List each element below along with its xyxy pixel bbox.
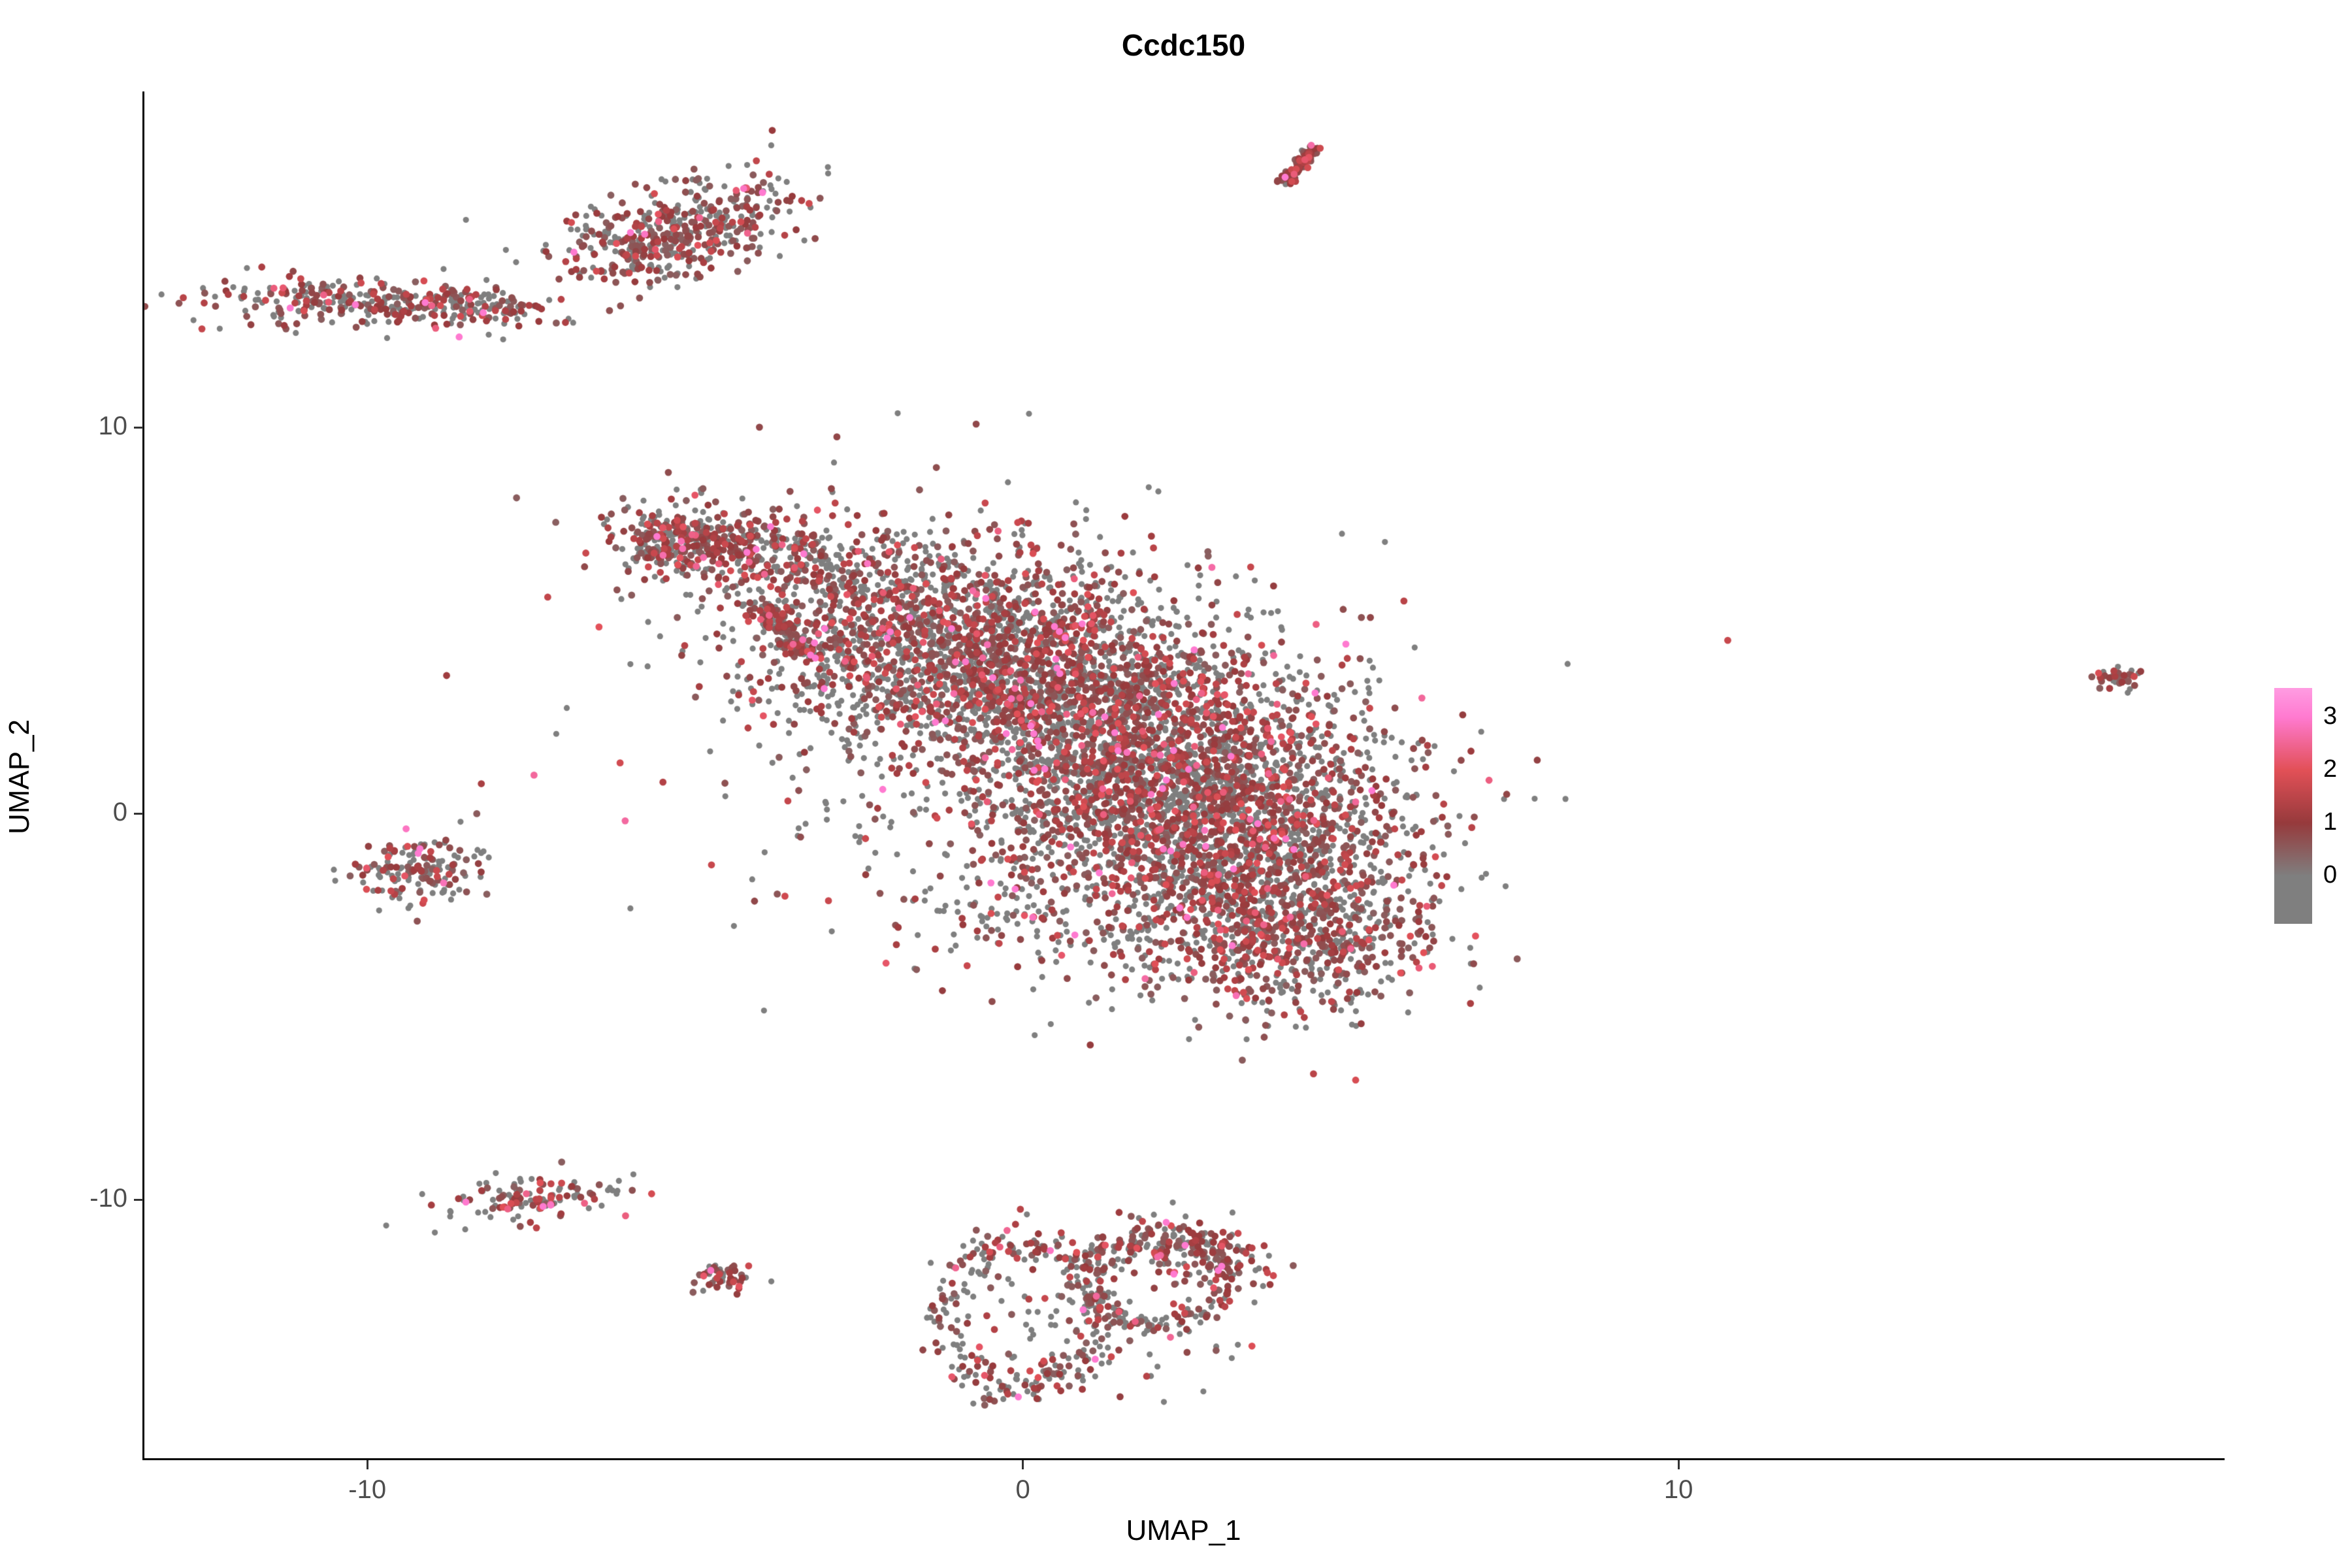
x-tick-label: -10 xyxy=(348,1475,387,1504)
y-tick-label: 10 xyxy=(98,412,128,441)
y-tick-label: 0 xyxy=(112,798,127,827)
y-axis-title: UMAP_2 xyxy=(3,719,35,835)
x-tick-label: 0 xyxy=(1015,1475,1030,1504)
x-axis-title: UMAP_1 xyxy=(1126,1514,1241,1546)
x-tick-label: 10 xyxy=(1663,1475,1693,1504)
x-axis-line xyxy=(142,1458,2225,1460)
legend-label: 1 xyxy=(2323,808,2338,836)
legend-gradient-bar xyxy=(2274,688,2312,924)
y-tick-mark xyxy=(134,1198,143,1201)
plot-title: Ccdc150 xyxy=(1121,28,1246,62)
x-tick-mark xyxy=(1677,1460,1680,1469)
x-tick-mark xyxy=(1022,1460,1024,1469)
x-tick-mark xyxy=(366,1460,368,1469)
y-tick-mark xyxy=(134,812,143,815)
y-tick-label: -10 xyxy=(90,1184,127,1213)
legend-label: 3 xyxy=(2323,702,2338,730)
legend-label: 0 xyxy=(2323,860,2338,889)
legend-label: 2 xyxy=(2323,755,2338,783)
y-tick-mark xyxy=(134,426,143,429)
y-axis-line xyxy=(142,91,144,1460)
